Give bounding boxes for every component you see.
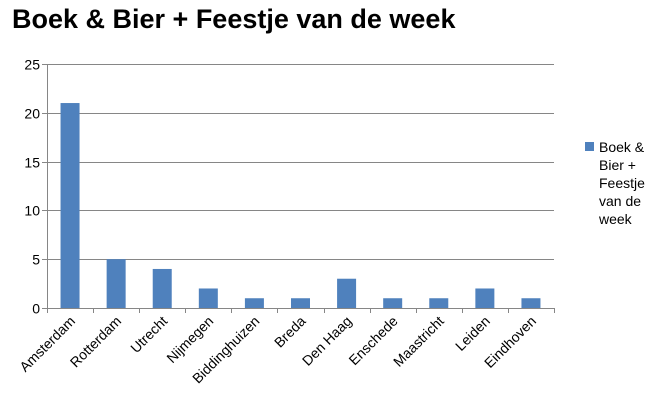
x-tick-label: Maastricht bbox=[390, 313, 447, 370]
x-tick-label: Leiden bbox=[452, 313, 493, 354]
x-tick-label: Utrecht bbox=[127, 313, 170, 356]
chart-title: Boek & Bier + Feestje van de week bbox=[12, 4, 456, 34]
y-tick-label: 10 bbox=[24, 203, 40, 219]
bar-eindhoven bbox=[521, 298, 541, 308]
bar-enschede bbox=[383, 298, 403, 308]
y-tick-label: 20 bbox=[24, 106, 40, 122]
bar-breda bbox=[291, 298, 310, 308]
legend-label: Boek & Bier + Feestje van de week bbox=[599, 139, 645, 227]
x-tick-label: Amsterdam bbox=[16, 313, 78, 375]
bar-leiden bbox=[475, 288, 495, 308]
bar-amsterdam bbox=[60, 103, 80, 308]
bar-den-haag bbox=[337, 278, 357, 308]
y-tick-label: 25 bbox=[24, 57, 40, 73]
x-tick-label: Breda bbox=[271, 313, 309, 351]
bar-maastricht bbox=[429, 298, 449, 308]
y-tick-label: 15 bbox=[24, 155, 40, 171]
x-tick-label: Den Haag bbox=[299, 313, 355, 369]
bar-utrecht bbox=[152, 268, 172, 308]
bar-biddinghuizen bbox=[244, 298, 264, 308]
y-tick-label: 5 bbox=[32, 252, 40, 268]
legend-swatch bbox=[585, 142, 594, 151]
bar-rotterdam bbox=[106, 259, 126, 308]
y-tick-label: 0 bbox=[32, 301, 40, 317]
bar-nijmegen bbox=[198, 288, 218, 308]
